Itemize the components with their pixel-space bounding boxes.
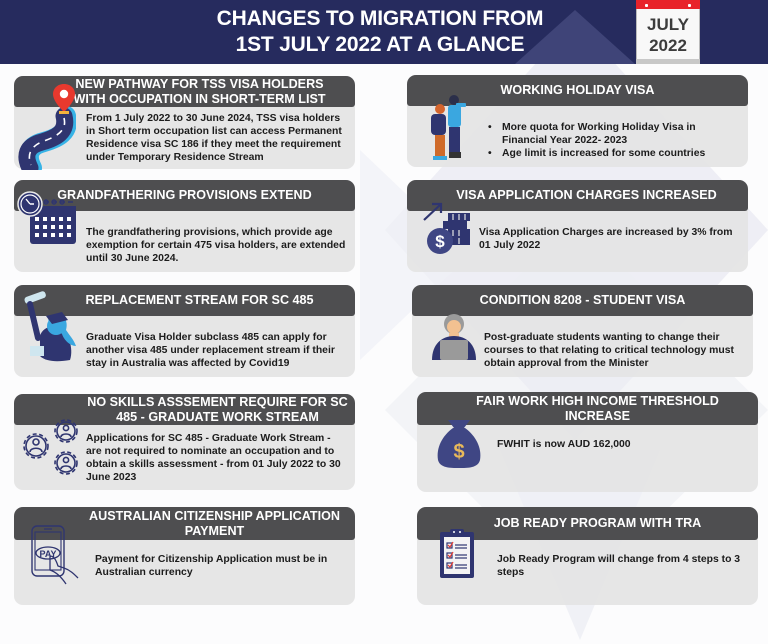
title-line-2: 1ST JULY 2022 AT A GLANCE [235,33,525,56]
calendar-icon: JULY 2022 [636,0,700,64]
title-line-1: CHANGES TO MIGRATION FROM [216,7,544,30]
card-title-line-1: NEW PATHWAY FOR TSS VISA HOLDERS [75,76,324,91]
card-body: Graduate Visa Holder subclass 485 can ap… [86,332,335,369]
card-citizenship-payment: AUSTRALIAN CITIZENSHIP APPLICATION PAYME… [14,507,355,605]
card-tss-pathway: NEW PATHWAY FOR TSS VISA HOLDERS WITH OC… [14,76,355,169]
calendar-page: JULY 2022 [636,9,700,61]
coins-increase-icon: $ [423,202,470,254]
card-title: NO SKILLS ASSSEMENT REQUIRE FOR SC 485 -… [14,394,355,425]
card-title: GRANDFATHERING PROVISIONS EXTEND [14,180,355,211]
card-grandfathering: GRANDFATHERING PROVISIONS EXTEND The gra… [14,180,355,272]
calendar-top-band [636,0,700,9]
card-no-skills-assessment: NO SKILLS ASSSEMENT REQUIRE FOR SC 485 -… [14,394,355,490]
money-bag-icon: $ [437,420,481,468]
clock-calendar-icon [17,191,76,244]
card-title-line-1: AUSTRALIAN CITIZENSHIP APPLICATION [89,508,340,523]
card-title-line-2: INCREASE [564,408,631,423]
card-title: AUSTRALIAN CITIZENSHIP APPLICATION PAYME… [14,507,355,540]
card-body: From 1 July 2022 to 30 June 2024, TSS vi… [86,113,342,163]
card-title-line-1: FAIR WORK HIGH INCOME THRESHOLD [476,393,719,408]
calendar-month: JULY [647,15,689,34]
pay-label: PAY [39,549,56,559]
card-body: The grandfathering provisions, which pro… [86,227,346,264]
card-body: More quota for Working Holiday Visa in F… [485,121,740,160]
bullet-list: More quota for Working Holiday Visa in F… [485,121,740,160]
card-body: FWHIT is now AUD 162,000 [497,439,631,450]
card-body: Job Ready Program will change from 4 ste… [497,554,741,578]
calendar-ring-left [645,4,648,7]
card-body: Post-graduate students wanting to change… [484,332,734,369]
card-replacement-485: REPLACEMENT STREAM FOR SC 485 Graduate V… [14,285,355,377]
card-title-line-2: WITH OCCUPATION IN SHORT-TERM LIST [73,91,326,106]
card-body: Payment for Citizenship Application must… [95,554,328,578]
card-body: Applications for SC 485 - Graduate Work … [86,433,341,483]
calendar-year: 2022 [649,36,687,55]
page-title: CHANGES TO MIGRATION FROM 1ST JULY 2022 … [140,6,620,58]
graduate-icon [24,291,76,362]
student-laptop-icon [432,314,476,360]
road-map-pin-icon [18,84,76,170]
calendar-ring-right [688,4,691,7]
svg-text:$: $ [435,232,445,251]
card-title-line-2: 485 - GRADUATE WORK STREAM [116,409,319,424]
card-title: REPLACEMENT STREAM FOR SC 485 [14,285,355,316]
card-title-line-2: PAYMENT [184,523,245,538]
card-title-line-1: NO SKILLS ASSSEMENT REQUIRE FOR SC [87,394,348,409]
gears-people-icon [23,419,78,475]
travelers-icon [431,95,466,160]
calendar-base [636,59,700,64]
card-body: Visa Application Charges are increased b… [479,227,733,251]
bullet-item: Age limit is increased for some countrie… [485,147,740,160]
checklist-clipboard-icon [440,529,474,578]
bullet-item: More quota for Working Holiday Visa in F… [485,121,740,147]
phone-pay-icon: PAY [31,525,79,585]
svg-text:$: $ [453,441,464,463]
